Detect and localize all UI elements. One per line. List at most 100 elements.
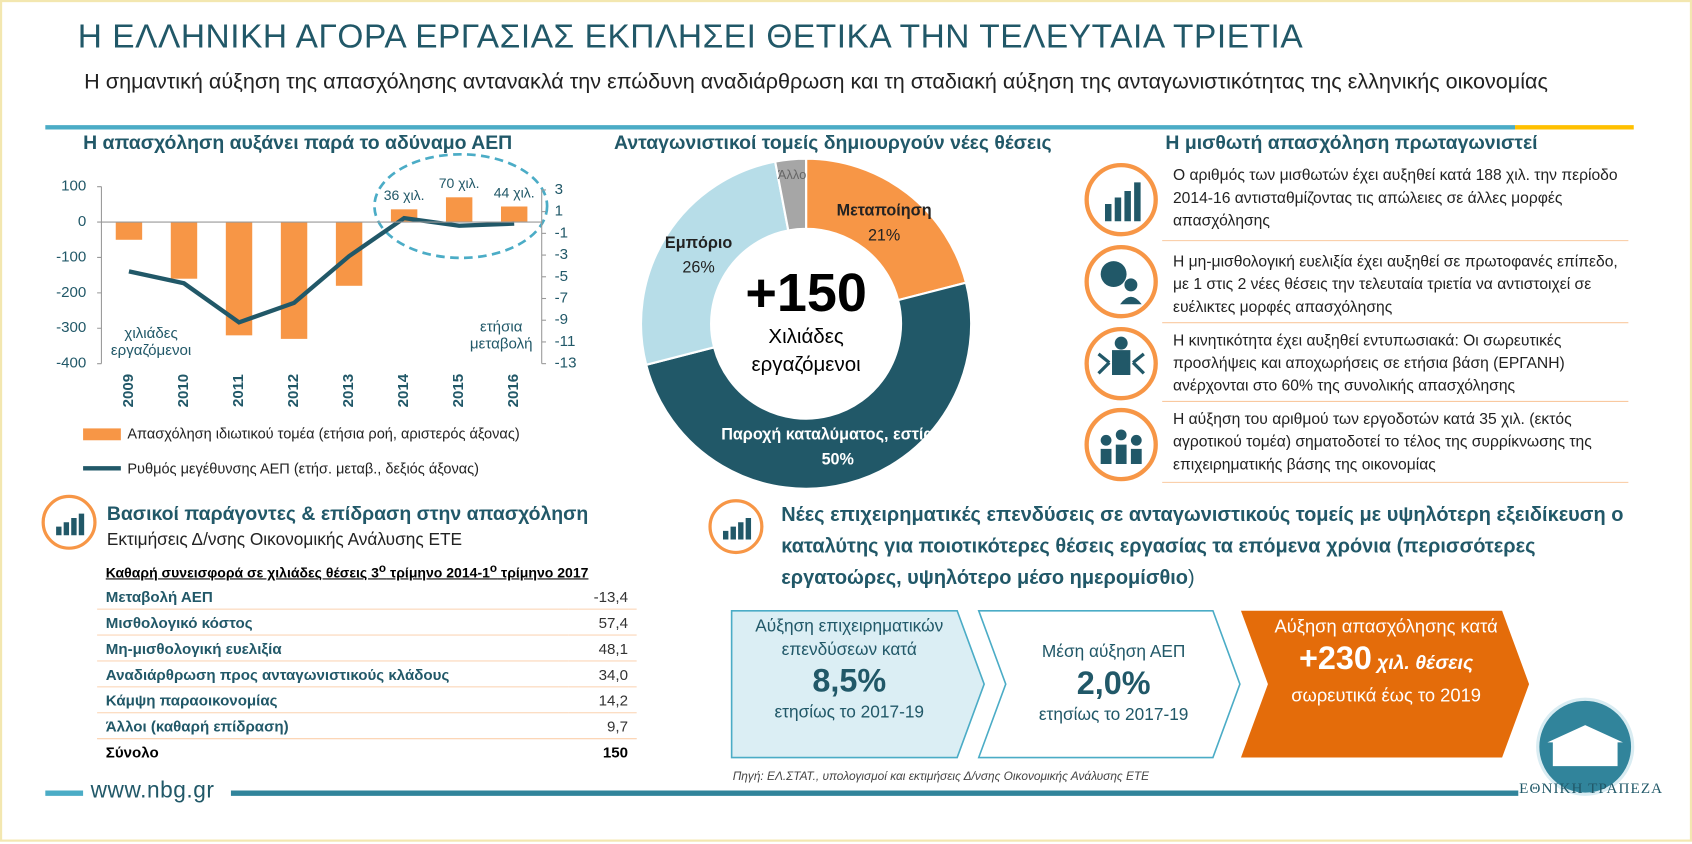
box-top: Μέση αύξηση ΑΕΠ <box>1041 643 1186 662</box>
title: Η ΕΛΛΗΝΙΚΗ ΑΓΟΡΑ ΕΡΓΑΣΙΑΣ ΕΚΠΛΗΣΕΙ ΘΕΤΙΚ… <box>77 17 1304 56</box>
y2-tick-label: -1 <box>555 224 568 241</box>
y-tick-label: -100 <box>56 248 86 265</box>
bar <box>500 206 528 223</box>
separators <box>1162 240 1629 483</box>
legend-label: Ρυθμός μεγέθυνσης ΑΕΠ (ετήσ. μεταβ., δεξ… <box>127 461 479 477</box>
cell: -13,4 <box>569 583 637 610</box>
slice-label: Άλλο <box>778 167 807 182</box>
y2-tick-label: 3 <box>555 181 563 198</box>
y2-tick-label: -13 <box>555 355 577 372</box>
table: Καθαρή συνεισφορά σε χιλιάδες θέσεις 3ο … <box>97 559 637 764</box>
chevron <box>977 609 1241 759</box>
icon <box>1100 261 1127 288</box>
y2-axis-label: ετήσια μεταβολή <box>469 317 533 352</box>
y2-tick-label: -11 <box>555 333 576 350</box>
icon <box>1104 182 1141 222</box>
y-tick-label: -300 <box>56 319 86 336</box>
table-row: Κάμψη παραοικονομίας 14,2 <box>97 686 637 714</box>
box-bottom: ετησίως το 2017-19 <box>1038 705 1189 725</box>
header-text: ο <box>489 562 498 575</box>
x-tick-label: 2012 <box>285 374 302 408</box>
data-label: 50% <box>822 450 854 468</box>
y-tick-label: -200 <box>56 284 86 301</box>
bar <box>115 222 143 240</box>
table-body: Μεταβολή ΑΕΠ -13,4 Μισθολογικό κόστος 57,4 Μ… <box>97 583 637 740</box>
table-row: Μεταβολή ΑΕΠ -13,4 <box>97 583 637 610</box>
icon <box>1124 278 1138 292</box>
y-axis-label: χιλιάδες εργαζόμενοι <box>110 323 192 359</box>
chart-title: Ανταγωνιστικοί τομείς δημιουργούν νέες θ… <box>614 131 1052 154</box>
cell: Μη-μισθολογική ευελιξία <box>97 635 570 662</box>
table-title: Βασικοί παράγοντες & επίδραση στην απασχ… <box>106 502 589 525</box>
chevron <box>1240 610 1530 758</box>
icon <box>1120 296 1142 305</box>
table-row: Μη-μισθολογική ευελιξία 48,1 <box>97 635 637 662</box>
cell: 48,1 <box>569 635 637 662</box>
panel-item: Η αύξηση του αριθμού των εργοδοτών κατά … <box>1172 411 1592 474</box>
panel-item: Η κινητικότητα έχει αυξηθεί εντυπωσιακά:… <box>1172 332 1565 395</box>
table-subtitle: Εκτιμήσεις Δ/νσης Οικονομικής Ανάλυσης Ε… <box>106 530 463 550</box>
icon <box>1100 444 1142 465</box>
cell: Σύνολο <box>105 742 159 761</box>
data-label: 36 χιλ. <box>384 187 425 203</box>
box-value: 2,0% <box>1076 665 1151 702</box>
icon <box>722 517 752 540</box>
slice <box>773 157 808 232</box>
cell: Άλλοι (καθαρή επίδραση) <box>97 712 570 740</box>
box-top: Αύξηση απασχόλησης κατά <box>1274 616 1498 637</box>
icon <box>1130 434 1142 446</box>
cell: 150 <box>602 742 629 761</box>
bar <box>445 197 473 223</box>
table-header: Καθαρή συνεισφορά σε χιλιάδες θέσεις 3ο … <box>97 559 637 584</box>
charts: 100 0 -100 -200 -300 -400 3 1 -1 -3 -5 -7 -9 -11 -13 20… <box>56 157 973 490</box>
bank-name: ΕΘΝΙΚΗ ΤΡΑΠΕΖΑ <box>1519 781 1664 798</box>
cell: 14,2 <box>569 686 637 714</box>
header-text: τρίμηνο 2014-1 <box>386 564 490 581</box>
y2-tick-label: -3 <box>555 246 568 263</box>
panel-item: Ο αριθμός των μισθωτών έχει αυξηθεί κατά… <box>1172 167 1618 230</box>
y2-tick-label: -5 <box>555 268 568 285</box>
slice-label: Παροχή καταλύματος, εστίαση <box>721 425 954 443</box>
legend-label: Απασχόληση ιδιωτικού τομέα (ετήσια ροή, … <box>127 427 519 443</box>
x-tick-label: 2010 <box>175 374 192 408</box>
box-value: 8,5% <box>812 663 887 700</box>
table-row: Μισθολογικό κόστος 57,4 <box>97 609 637 636</box>
panel-item: Η μη-μισθολογική ευελιξία έχει αυξηθεί σ… <box>1172 253 1618 317</box>
data-label: 26% <box>682 259 714 277</box>
cell: Μισθολογικό κόστος <box>97 609 570 636</box>
x-tick-label: 2009 <box>120 374 137 408</box>
data-label: 44 χιλ. <box>494 184 535 200</box>
icon <box>56 513 85 536</box>
slice <box>639 160 790 367</box>
y-tick-label: 0 <box>78 213 86 230</box>
center-value: +150 <box>745 262 867 323</box>
data-label: 70 χιλ. <box>439 175 480 191</box>
outlook-title: Νέες επιχειρηματικές επενδύσεις σε ανταγ… <box>781 499 1655 593</box>
y-tick-label: -400 <box>56 355 86 372</box>
url: www.nbg.gr <box>90 778 215 803</box>
panel-title: Η μισθωτή απασχόληση πρωταγωνιστεί <box>1165 131 1538 154</box>
bar <box>170 222 198 279</box>
slice <box>644 281 973 490</box>
outlook-title-end: ) <box>1188 565 1195 589</box>
slice <box>805 157 968 302</box>
cell: 34,0 <box>569 660 637 688</box>
icons <box>41 162 1158 555</box>
slice-label: Μεταποίηση <box>837 202 932 220</box>
box: Μέση αύξηση ΑΕΠ 2,0% ετησίως το 2017-19 <box>1011 641 1216 727</box>
box-top: Αύξηση επιχειρηματικών επενδύσεων κατά <box>755 617 944 660</box>
data-label: 21% <box>868 226 900 244</box>
box: Αύξηση επιχειρηματικών επενδύσεων κατά 8,… <box>747 615 952 725</box>
table-wrap: Καθαρή συνεισφορά σε χιλιάδες θέσεις 3ο … <box>97 558 637 765</box>
x-tick-label: 2016 <box>505 374 522 408</box>
cell: Κάμψη παραοικονομίας <box>97 686 570 714</box>
x-tick-label: 2015 <box>450 374 467 408</box>
y2-tick-label: -7 <box>555 289 568 306</box>
icon <box>1097 350 1145 375</box>
x-tick-label: 2013 <box>340 374 357 408</box>
y2-tick-label: 1 <box>555 203 563 220</box>
slice-label: Εμπόριο <box>665 234 732 252</box>
box-value-line: +230 χιλ. θέσεις <box>1265 639 1508 684</box>
header-text: τρίμηνο 2017 <box>497 564 589 581</box>
